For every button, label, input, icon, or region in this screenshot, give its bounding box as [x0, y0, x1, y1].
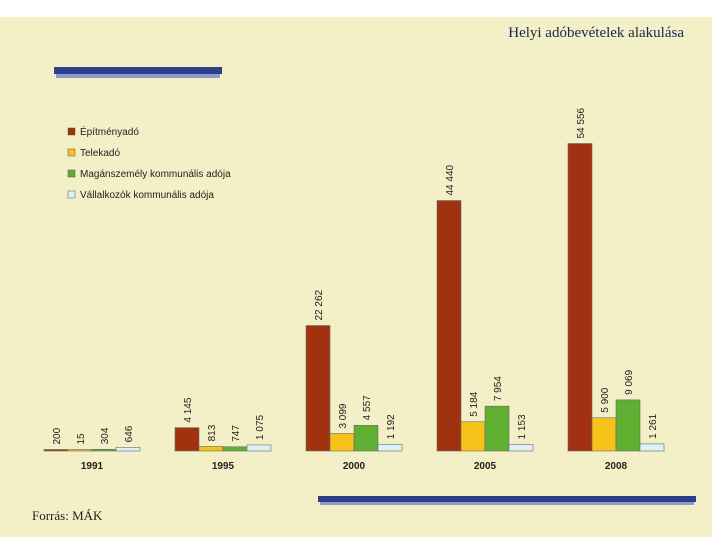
category-label-1991: 1991 [81, 461, 104, 472]
legend-swatch-2 [67, 169, 76, 178]
bar-1995-s2 [222, 446, 248, 452]
value-labels: 200 15 304 646 4 145 813 747 1 075 22 262 3 099 4 … [52, 107, 659, 444]
value-label-1991-s3: 646 [124, 425, 135, 442]
value-label-1995-s1: 813 [207, 424, 218, 441]
value-label-2005-s2: 7 954 [493, 376, 504, 401]
legend-swatch-1 [67, 148, 76, 157]
legend-label-3: Vállalkozók kommunális adója [80, 190, 214, 201]
category-labels: 1991 1995 2000 2005 2008 [81, 461, 628, 472]
category-label-1995: 1995 [212, 461, 235, 472]
value-label-1995-s3: 1 075 [255, 414, 266, 439]
bar-2008-s3 [639, 443, 665, 452]
value-label-1991-s2: 304 [100, 427, 111, 444]
category-label-2008: 2008 [605, 461, 628, 472]
bar-2000-s1 [329, 433, 355, 452]
legend-label-2: Magánszemély kommunális adója [80, 169, 231, 180]
value-label-2005-s0: 44 440 [445, 164, 456, 195]
value-label-2005-s1: 5 184 [469, 391, 480, 416]
bar-2000-s0 [305, 325, 331, 452]
value-label-2008-s1: 5 900 [600, 387, 611, 412]
category-label-2000: 2000 [343, 461, 366, 472]
bar-1995-s0 [174, 427, 200, 452]
bars [43, 143, 665, 452]
bar-2008-s0 [567, 143, 593, 452]
legend-swatch-3 [67, 190, 76, 199]
bar-1991-s0 [43, 449, 69, 452]
chart-title: Helyi adóbevételek alakulása [508, 25, 684, 41]
value-label-2000-s1: 3 099 [338, 403, 349, 428]
value-label-2000-s0: 22 262 [314, 289, 325, 320]
value-label-1995-s2: 747 [231, 425, 242, 442]
bar-1995-s3 [246, 444, 272, 452]
bottom-decorative-stripe-shadow [320, 502, 694, 505]
value-label-2000-s2: 4 557 [362, 395, 373, 420]
top-decorative-stripe-shadow [56, 74, 220, 78]
legend: Építményadó Telekadó Magánszemély kommunál… [67, 125, 231, 201]
top-decorative-stripe [54, 67, 222, 74]
value-label-1991-s0: 200 [52, 427, 63, 444]
legend-label-0: Építményadó [80, 125, 139, 138]
bar-2005-s1 [460, 421, 486, 452]
bar-2005-s0 [436, 200, 462, 452]
bar-2005-s3 [508, 444, 534, 452]
bar-2008-s2 [615, 399, 641, 452]
value-label-2008-s3: 1 261 [648, 413, 659, 438]
source-note: Forrás: MÁK [32, 508, 103, 523]
legend-swatch-0 [67, 127, 76, 136]
bar-2005-s2 [484, 405, 510, 452]
bar-1991-s3 [115, 447, 141, 452]
value-label-1995-s0: 4 145 [183, 397, 194, 422]
bar-1995-s1 [198, 446, 224, 452]
legend-label-1: Telekadó [80, 148, 120, 159]
bar-2000-s3 [377, 443, 403, 452]
value-label-1991-s1: 15 [76, 433, 87, 445]
bottom-decorative-stripe [318, 496, 696, 502]
value-label-2000-s3: 1 192 [386, 414, 397, 439]
category-label-2005: 2005 [474, 461, 497, 472]
bar-2000-s2 [353, 425, 379, 452]
bar-1991-s1 [67, 449, 93, 452]
value-label-2008-s2: 9 069 [624, 369, 635, 394]
bar-2008-s1 [591, 417, 617, 452]
bar-1991-s2 [91, 448, 117, 452]
value-label-2008-s0: 54 556 [576, 107, 587, 138]
value-label-2005-s3: 1 153 [517, 414, 528, 439]
